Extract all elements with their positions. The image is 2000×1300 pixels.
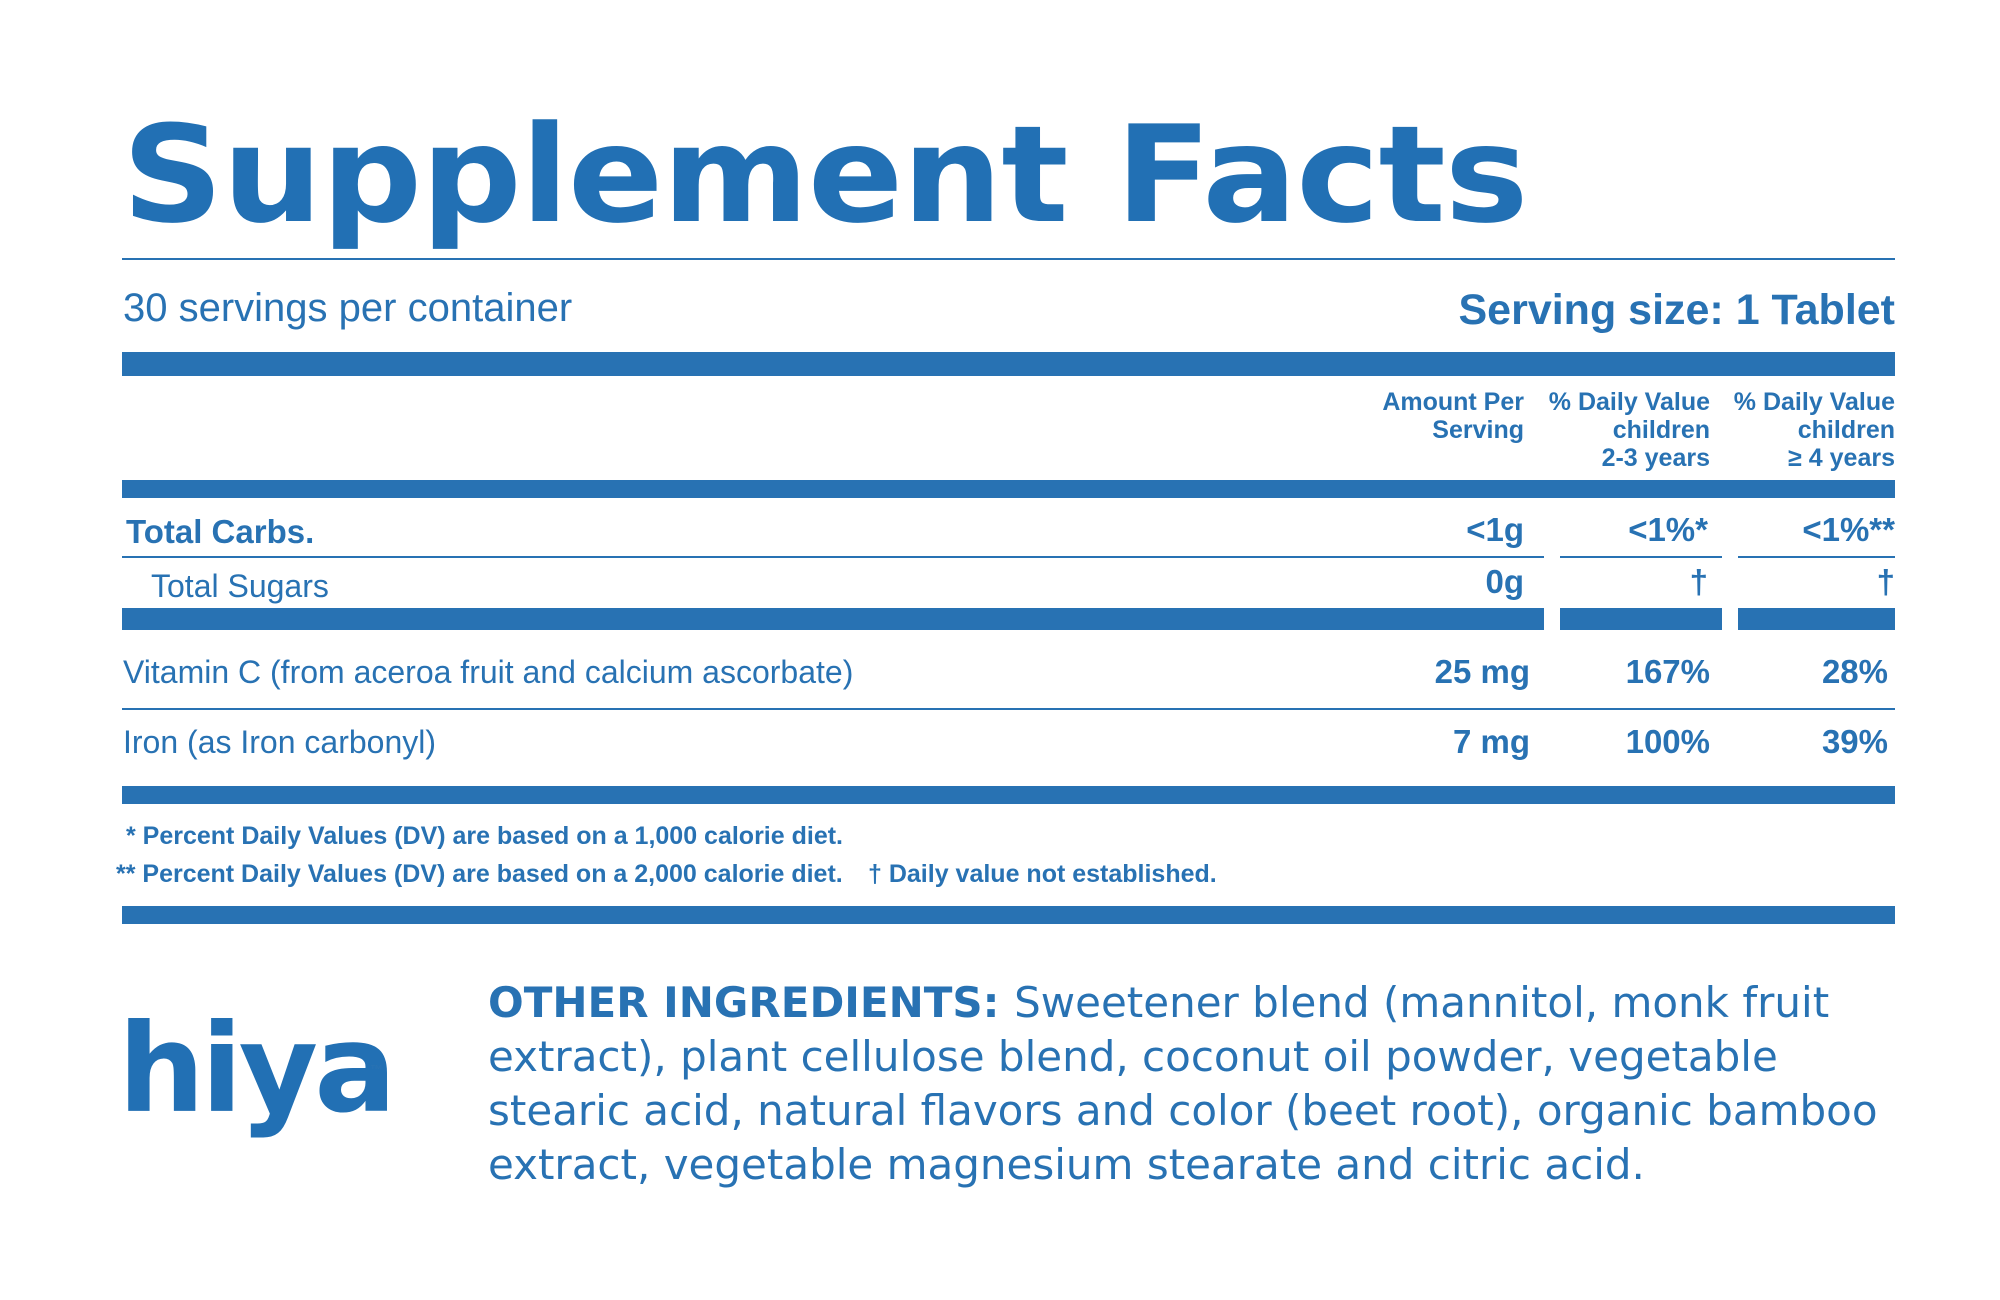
row-dv-4-total-sugars: † [1876, 563, 1895, 600]
row-dv-2-3-total-carbs: <1%* [1628, 511, 1708, 548]
row-dv-2-3-total-sugars: † [1689, 563, 1708, 600]
divider-bar-top [122, 352, 1895, 376]
footnote-2000-calorie: ** Percent Daily Values (DV) are based o… [116, 860, 843, 888]
brand-logo: hiya [118, 998, 397, 1140]
row-dv-4-iron: 39% [1821, 723, 1888, 760]
divider-bar-segment [1560, 608, 1722, 630]
row-label-total-sugars: Total Sugars [151, 568, 329, 604]
row-amount-total-sugars: 0g [1485, 563, 1524, 600]
divider-bar-segment [1738, 608, 1895, 630]
column-header-dv-4-line: % Daily Value [1733, 388, 1895, 416]
divider-bar-bottom [122, 906, 1895, 924]
column-header-dv-2-3-line: children [1612, 416, 1710, 444]
column-header-dv-2-3-line: % Daily Value [1548, 388, 1710, 416]
serving-size: Serving size: 1 Tablet [1458, 286, 1895, 334]
divider-bar-header [122, 480, 1895, 498]
column-header-dv-4-line: children [1797, 416, 1895, 444]
column-header-dv-2-3: % Daily Value children 2-3 years [1510, 388, 1710, 472]
column-header-dv-2-3-line: 2-3 years [1601, 444, 1710, 472]
row-amount-iron: 7 mg [1452, 723, 1530, 760]
other-ingredients: OTHER INGREDIENTS: Sweetener blend (mann… [488, 976, 1898, 1192]
row-separator [1738, 556, 1895, 558]
column-header-dv-4-line: ≥ 4 years [1788, 444, 1895, 472]
footnote-1000-calorie: * Percent Daily Values (DV) are based on… [126, 822, 843, 850]
row-separator [122, 556, 1544, 558]
column-header-amount-line: Serving [1432, 416, 1524, 444]
servings-per-container: 30 servings per container [123, 286, 573, 330]
column-header-amount-line: Amount Per [1382, 388, 1524, 416]
column-header-amount: Amount Per Serving [1324, 388, 1524, 444]
row-separator [122, 708, 1895, 710]
row-label-iron: Iron (as Iron carbonyl) [123, 724, 437, 760]
row-separator [1560, 556, 1722, 558]
title-divider [122, 258, 1895, 260]
row-dv-2-3-vitamin-c: 167% [1625, 653, 1710, 690]
divider-bar-segment [122, 608, 1544, 630]
row-dv-2-3-iron: 100% [1625, 723, 1710, 760]
row-label-total-carbs: Total Carbs. [126, 513, 315, 550]
divider-bar-rows [122, 786, 1895, 804]
column-header-dv-4: % Daily Value children ≥ 4 years [1695, 388, 1895, 472]
row-dv-4-total-carbs: <1%** [1802, 511, 1895, 548]
other-ingredients-heading: OTHER INGREDIENTS: [488, 978, 1015, 1027]
row-label-vitamin-c: Vitamin C (from aceroa fruit and calcium… [123, 654, 854, 690]
row-dv-4-vitamin-c: 28% [1821, 653, 1888, 690]
row-amount-total-carbs: <1g [1466, 511, 1524, 548]
row-amount-vitamin-c: 25 mg [1434, 653, 1530, 690]
page-title: Supplement Facts [122, 97, 1529, 253]
trademark-symbol: ™ [370, 1062, 383, 1077]
other-ingredients-text: Sweetener blend (mannitol, monk fruit ex… [488, 978, 1878, 1189]
footnote-dagger: † Daily value not established. [868, 860, 1217, 888]
